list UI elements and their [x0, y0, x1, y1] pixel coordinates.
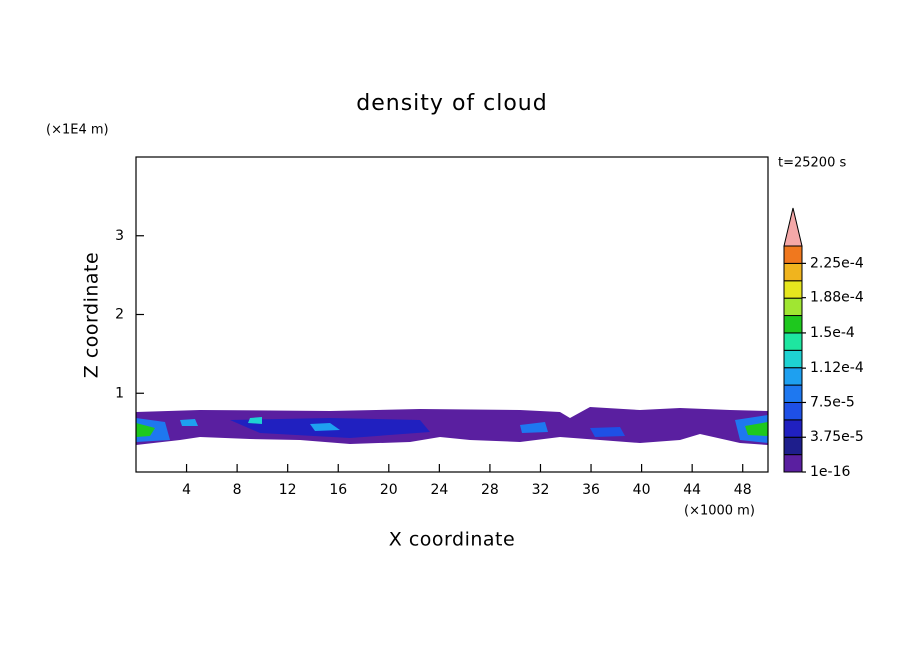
x-unit: (×1000 m): [684, 504, 755, 519]
x-tick-label: 40: [633, 482, 651, 498]
y-tick-label: 2: [115, 307, 124, 323]
y-tick-label: 3: [115, 228, 124, 244]
y-axis-label: Z coordinate: [81, 252, 103, 378]
colorbar-band: [783, 297, 803, 317]
colorbar-band: [783, 245, 803, 264]
colorbar-band: [783, 280, 803, 299]
colorbar-band: [783, 332, 803, 351]
x-tick-label: 28: [481, 482, 499, 498]
cloud-region: [590, 427, 625, 437]
x-tick-label: 48: [734, 482, 752, 498]
colorbar-band: [783, 349, 803, 369]
chart-title: density of cloud: [356, 91, 547, 116]
cloud-field: [136, 407, 768, 445]
x-tick-label: 16: [329, 482, 347, 498]
x-tick-label: 36: [582, 482, 600, 498]
colorbar-band: [783, 436, 803, 456]
cloud-region: [180, 419, 198, 426]
colorbar-band: [783, 367, 803, 386]
colorbar-tick-label: 1.12e-4: [810, 360, 864, 376]
y-unit: (×1E4 m): [46, 123, 109, 138]
x-tick-label: 4: [182, 482, 191, 498]
colorbar-band: [783, 419, 803, 438]
cloud-region: [136, 407, 768, 445]
colorbar-band: [783, 315, 803, 334]
x-tick-label: 24: [430, 482, 448, 498]
cloud-region: [520, 422, 548, 433]
colorbar-tick-label: 1.88e-4: [810, 290, 864, 306]
colorbar-band: [783, 454, 803, 473]
colorbar-band: [783, 384, 803, 403]
x-tick-label: 32: [532, 482, 550, 498]
time-label: t=25200 s: [778, 156, 846, 171]
colorbar-band: [783, 401, 803, 421]
x-axis-label: X coordinate: [389, 529, 515, 551]
x-tick-label: 44: [683, 482, 701, 498]
colorbar-tick-label: 1e-16: [810, 464, 850, 480]
colorbar-tick-label: 7.5e-5: [810, 394, 855, 410]
x-tick-label: 12: [279, 482, 297, 498]
cloud-region: [248, 417, 262, 424]
colorbar-band: [783, 262, 803, 282]
x-tick-label: 8: [233, 482, 242, 498]
colorbar-tick-label: 3.75e-5: [810, 429, 864, 445]
colorbar-tick-label: 2.25e-4: [810, 255, 864, 271]
x-tick-label: 20: [380, 482, 398, 498]
cloud-region: [136, 423, 155, 437]
y-tick-label: 1: [115, 385, 124, 401]
colorbar-over: [783, 207, 803, 247]
cloud-region: [310, 423, 340, 431]
colorbar-tick-label: 1.5e-4: [810, 325, 855, 341]
cloud-region: [745, 422, 768, 436]
